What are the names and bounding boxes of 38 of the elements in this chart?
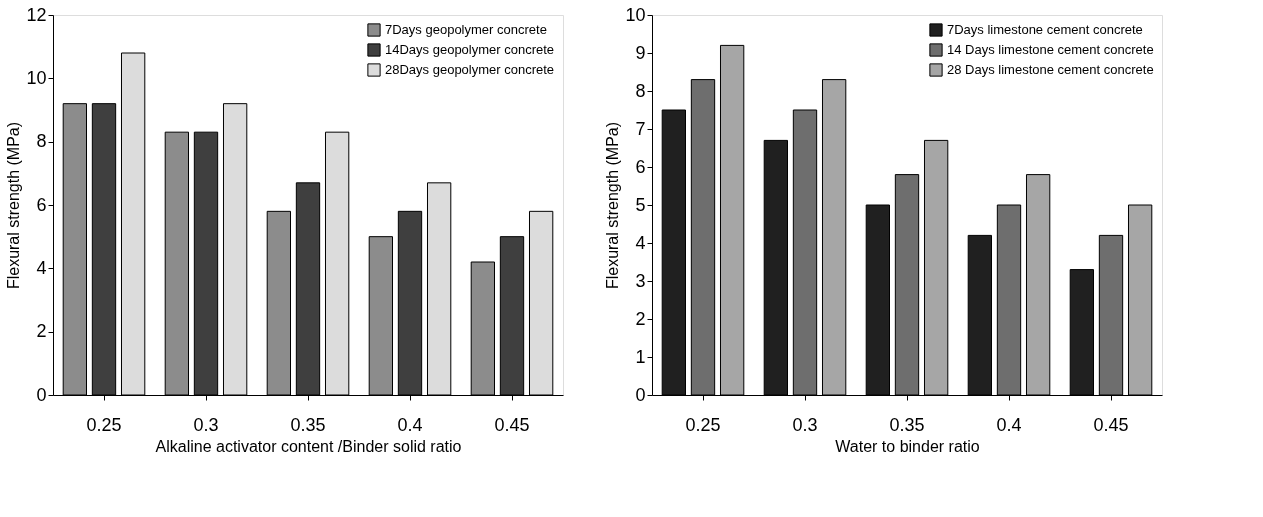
x-tick-label: 0.3 — [193, 414, 219, 435]
y-tick-label: 2 — [635, 308, 646, 329]
x-tick-label: 0.25 — [685, 414, 721, 435]
y-tick-label: 1 — [635, 346, 646, 367]
y-tick-label: 9 — [635, 42, 646, 63]
y-tick-label: 8 — [36, 131, 47, 152]
x-axis-title: Alkaline activator content /Binder solid ratio — [155, 437, 462, 455]
y-tick-label: 6 — [36, 194, 47, 215]
y-tick-label: 4 — [635, 232, 646, 253]
x-tick-label: 0.45 — [494, 414, 530, 435]
y-tick-label: 0 — [635, 384, 646, 405]
y-tick-label: 2 — [36, 321, 47, 342]
legend-label: 28Days geopolymer concrete — [385, 62, 555, 77]
y-tick-label: 4 — [36, 257, 47, 278]
y-tick-label: 10 — [26, 67, 47, 88]
y-axis-title: Flexural strength (MPa) — [604, 121, 622, 290]
legend-label: 14Days geopolymer concrete — [385, 42, 555, 57]
x-tick-label: 0.3 — [792, 414, 818, 435]
y-tick-label: 10 — [625, 4, 646, 25]
legend-label: 7Days limestone cement concrete — [947, 22, 1143, 37]
legend-label: 14 Days limestone cement concrete — [947, 42, 1154, 57]
x-tick-label: 0.35 — [290, 414, 326, 435]
y-tick-label: 0 — [36, 384, 47, 405]
y-tick-label: 8 — [635, 80, 646, 101]
x-tick-label: 0.35 — [889, 414, 925, 435]
y-tick-label: 12 — [26, 4, 47, 25]
x-tick-label: 0.4 — [397, 414, 423, 435]
x-tick-label: 0.25 — [86, 414, 122, 435]
x-tick-label: 0.45 — [1093, 414, 1129, 435]
x-tick-label: 0.4 — [996, 414, 1022, 435]
y-tick-label: 3 — [635, 270, 646, 291]
x-axis-title: Water to binder ratio — [835, 437, 980, 455]
legend-label: 28 Days limestone cement concrete — [947, 62, 1154, 77]
y-axis-title: Flexural strength (MPa) — [5, 121, 23, 290]
y-tick-label: 6 — [635, 156, 646, 177]
y-tick-label: 5 — [635, 194, 646, 215]
legend-label: 7Days geopolymer concrete — [385, 22, 547, 37]
y-tick-label: 7 — [635, 118, 646, 139]
